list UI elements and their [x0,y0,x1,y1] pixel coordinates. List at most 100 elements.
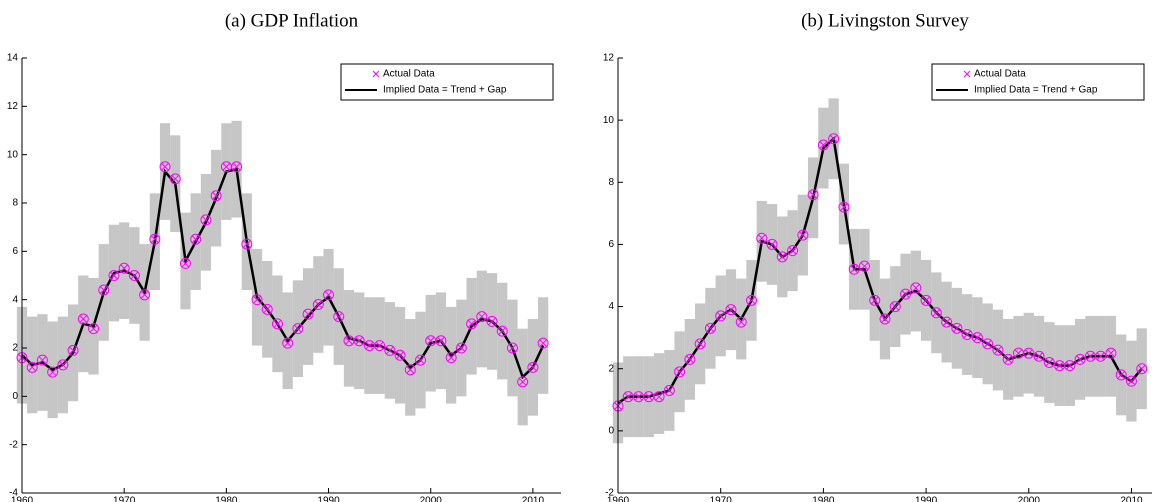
actual-marker [486,315,498,327]
actual-marker [643,391,655,403]
y-tick-label: 4 [608,301,614,312]
actual-marker [261,303,273,315]
x-tick-label: 1970 [113,496,136,502]
actual-marker [848,263,860,275]
actual-marker [527,361,539,373]
actual-marker [776,251,788,263]
actual-marker [77,313,89,325]
y-tick-label: 6 [608,239,614,250]
actual-marker [900,288,912,300]
actual-marker [858,260,870,272]
actual-marker [26,361,38,373]
x-tick-label: 1980 [812,496,835,502]
actual-marker [787,245,799,257]
actual-marker [797,229,809,241]
y-tick-label: -2 [605,488,614,499]
actual-marker [241,238,253,250]
actual-marker [879,313,891,325]
actual-marker [353,335,365,347]
y-tick-label: 6 [12,246,18,257]
x-tick-label: 2000 [420,496,443,502]
actual-marker [374,340,386,352]
actual-marker [930,307,942,319]
actual-marker [735,316,747,328]
panel: (a) GDP Inflation -4 -2 0 2 4 6 8 10 12 14 1960 1970… [7,10,561,502]
actual-marker [1064,360,1076,372]
actual-marker [271,318,283,330]
actual-marker [108,270,120,281]
x-tick-label: 1970 [710,496,733,502]
legend-label: Implied Data = Trend + Gap [383,85,507,96]
actual-marker [725,304,737,316]
legend-marker [963,70,971,78]
actual-marker [715,310,727,322]
actual-marker [745,294,757,306]
actual-marker [476,311,488,323]
actual-marker [663,385,675,396]
legend-label: Implied Data = Trend + Gap [974,85,1098,96]
actual-marker [817,139,829,151]
actual-marker [1074,353,1086,365]
x-tick-label: 1960 [607,496,630,502]
actual-marker [98,284,110,296]
actual-marker [807,189,819,201]
actual-marker [149,233,161,245]
actual-marker [455,342,467,354]
actual-marker [756,232,768,244]
x-tick-label: 1990 [915,496,938,502]
x-tick-label: 2010 [1120,496,1143,502]
y-tick-label: 2 [608,363,614,374]
actual-marker [1084,350,1096,362]
actual-marker [282,337,294,349]
actual-marker [517,376,529,388]
actual-marker [118,262,130,274]
actual-marker [435,335,447,347]
actual-marker [1043,357,1055,368]
actual-marker [190,233,202,245]
actual-marker [920,294,932,306]
actual-marker [766,239,778,250]
actual-marker [231,161,243,173]
actual-marker [333,311,345,323]
actual-marker [445,352,457,364]
actual-marker [1033,350,1045,362]
x-tick-label: 2000 [1018,496,1041,502]
actual-marker [622,391,634,403]
actual-marker [312,299,324,310]
actual-marker [292,323,304,335]
actual-marker [57,359,69,371]
actual-marker [961,329,973,340]
actual-marker [889,301,901,312]
actual-marker [36,354,48,366]
actual-marker [394,349,406,361]
actual-marker [210,190,222,202]
actual-marker [159,161,171,173]
panel: (b) Livingston Survey -2 0 2 4 6 8 10 12 1960 1970… [603,10,1152,502]
actual-marker [684,353,696,365]
y-tick-label: 8 [12,198,18,209]
x-tick-label: 1990 [317,496,340,502]
legend-box [340,63,554,101]
actual-marker [1105,347,1117,359]
actual-marker [496,325,508,337]
actual-marker [251,294,263,306]
actual-marker [828,133,840,145]
actual-marker [343,335,355,347]
actual-marker [653,391,665,403]
actual-marker [951,322,963,334]
panel-title: (b) Livingston Survey [801,10,969,31]
actual-marker [982,338,994,350]
legend-box [931,63,1145,101]
y-tick-label: 8 [608,177,614,188]
actual-marker [139,289,151,301]
actual-marker [466,318,478,330]
actual-marker [220,161,232,173]
actual-marker [1125,375,1137,387]
actual-marker [302,308,314,320]
actual-marker [169,173,181,185]
actual-marker [88,323,100,335]
legend-label: Actual Data [383,69,435,80]
x-tick-label: 1960 [11,496,34,502]
actual-marker [1054,360,1066,372]
